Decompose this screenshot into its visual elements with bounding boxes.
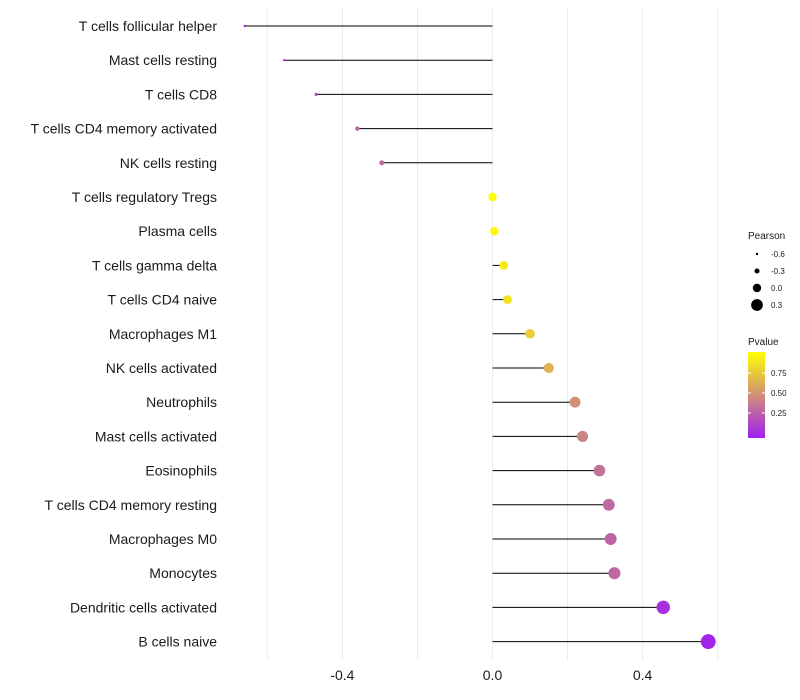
y-label-t-cells-regulatory-tregs: T cells regulatory Tregs xyxy=(72,189,217,205)
legend-size-key xyxy=(752,283,762,293)
point-macrophages-m1 xyxy=(525,329,535,339)
y-label-macrophages-m1: Macrophages M1 xyxy=(109,326,217,342)
legend: Pearson -0.6-0.30.00.3 Pvalue 0.750.500.… xyxy=(748,231,787,438)
legend-color-title: Pvalue xyxy=(748,337,779,348)
y-axis-labels: T cells follicular helper Mast cells rest… xyxy=(31,18,218,650)
legend-size-label: -0.6 xyxy=(771,250,785,259)
point-t-cells-follicular-helper xyxy=(243,24,247,28)
point-dendritic-cells-activated xyxy=(656,600,670,615)
legend-size-label: 0.3 xyxy=(771,301,783,310)
point-t-cells-cd4-naive xyxy=(503,295,512,305)
point-neutrophils xyxy=(569,396,581,408)
y-label-nk-cells-activated: NK cells activated xyxy=(106,360,217,376)
legend-size-key xyxy=(751,299,763,311)
legend-size-key xyxy=(755,252,759,256)
point-t-cells-regulatory-tregs xyxy=(488,192,497,202)
grid-lines xyxy=(266,8,719,660)
legend-size-title: Pearson xyxy=(748,231,785,242)
y-label-monocytes: Monocytes xyxy=(149,565,217,581)
y-label-t-cells-cd4-memory-resting: T cells CD4 memory resting xyxy=(45,497,217,513)
y-label-plasma-cells: Plasma cells xyxy=(138,223,217,239)
y-label-dendritic-cells-activated: Dendritic cells activated xyxy=(70,599,217,615)
point-nk-cells-activated xyxy=(543,362,554,374)
point-monocytes xyxy=(608,567,621,580)
point-eosinophils xyxy=(593,464,606,477)
legend-color-keys: 0.75 0.50 0.25 xyxy=(748,369,787,418)
legend-size-label: 0.0 xyxy=(771,284,783,293)
y-label-t-cells-cd4-naive: T cells CD4 naive xyxy=(108,292,218,308)
y-label-eosinophils: Eosinophils xyxy=(145,463,217,479)
y-label-neutrophils: Neutrophils xyxy=(146,394,217,410)
legend-color-label: 0.25 xyxy=(771,409,787,418)
legend-color-label: 0.75 xyxy=(771,369,787,378)
point-t-cells-cd4-memory-resting xyxy=(602,498,615,511)
x-tick-label: 0.4 xyxy=(633,667,653,683)
y-label-b-cells-naive: B cells naive xyxy=(138,634,217,650)
legend-size-key xyxy=(754,268,760,274)
legend-colorbar xyxy=(748,352,765,438)
y-label-nk-cells-resting: NK cells resting xyxy=(120,155,217,171)
legend-size-keys: -0.6 -0.3 0.0 0.3 xyxy=(751,250,785,311)
point-plasma-cells xyxy=(490,226,499,236)
stems xyxy=(244,25,709,643)
point-t-cells-cd8 xyxy=(314,92,318,96)
point-nk-cells-resting xyxy=(379,160,385,166)
x-tick-label: -0.4 xyxy=(330,667,354,683)
points xyxy=(243,24,716,650)
point-t-cells-gamma-delta xyxy=(499,261,509,270)
legend-size-label: -0.3 xyxy=(771,267,785,276)
point-mast-cells-activated xyxy=(577,430,589,442)
y-label-t-cells-cd8: T cells CD8 xyxy=(145,86,217,102)
y-label-t-cells-cd4-memory-activated: T cells CD4 memory activated xyxy=(31,121,217,137)
point-mast-cells-resting xyxy=(283,59,286,62)
y-label-macrophages-m0: Macrophages M0 xyxy=(109,531,217,547)
legend-color-label: 0.50 xyxy=(771,389,787,398)
x-axis-tick-labels: -0.4 0.0 0.4 xyxy=(330,667,652,683)
y-label-mast-cells-resting: Mast cells resting xyxy=(109,52,217,68)
point-t-cells-cd4-memory-activated xyxy=(355,126,360,131)
point-b-cells-naive xyxy=(700,634,716,650)
y-label-mast-cells-activated: Mast cells activated xyxy=(95,428,217,444)
y-label-t-cells-follicular-helper: T cells follicular helper xyxy=(79,18,218,34)
point-macrophages-m0 xyxy=(604,533,617,545)
y-label-t-cells-gamma-delta: T cells gamma delta xyxy=(92,257,217,273)
x-tick-label: 0.0 xyxy=(483,667,503,683)
